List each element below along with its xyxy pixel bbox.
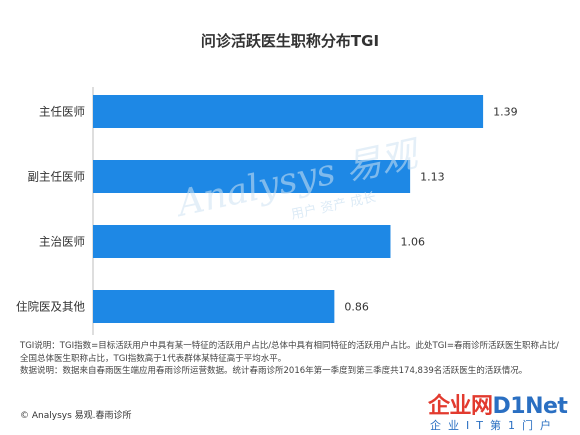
site-logo: 企业网D1Net 企业IT第1门户 xyxy=(420,388,580,435)
value-label: 1.13 xyxy=(420,171,445,184)
category-label: 主治医师 xyxy=(39,235,85,249)
value-label: 0.86 xyxy=(344,301,369,314)
logo-en: D1Net xyxy=(492,394,568,419)
data-note: 数据说明：数据来自春雨医生端应用春雨诊所运营数据。统计春雨诊所2016年第一季度… xyxy=(20,366,528,376)
value-label: 1.06 xyxy=(400,236,425,249)
chart-title: 问诊活跃医生职称分布TGI xyxy=(200,32,380,50)
logo-cn: 企业网 xyxy=(428,394,493,419)
chart-notes: TGI说明：TGI指数=目标活跃用户中具有某一特征的活跃用户占比/总体中具有相同… xyxy=(20,340,565,378)
bar-chart: 主任医师 1.39 副主任医师 1.13 主治医师 1.06 住院医及其他 0.86 xyxy=(16,87,518,335)
bar xyxy=(93,160,411,193)
tgi-note: TGI说明：TGI指数=目标活跃用户中具有某一特征的活跃用户占比/总体中具有相同… xyxy=(20,341,559,364)
category-label: 住院医及其他 xyxy=(16,300,85,314)
bar xyxy=(93,290,335,323)
bar xyxy=(93,95,484,128)
category-label: 主任医师 xyxy=(39,105,85,119)
bar xyxy=(93,225,391,258)
logo-mark: 企业网D1Net xyxy=(428,388,568,420)
category-label: 副主任医师 xyxy=(28,170,86,184)
value-label: 1.39 xyxy=(493,106,518,119)
copyright-footer: © Analysys 易观.春雨诊所 xyxy=(20,411,132,421)
logo-tagline: 企业IT第1门户 xyxy=(430,419,558,432)
